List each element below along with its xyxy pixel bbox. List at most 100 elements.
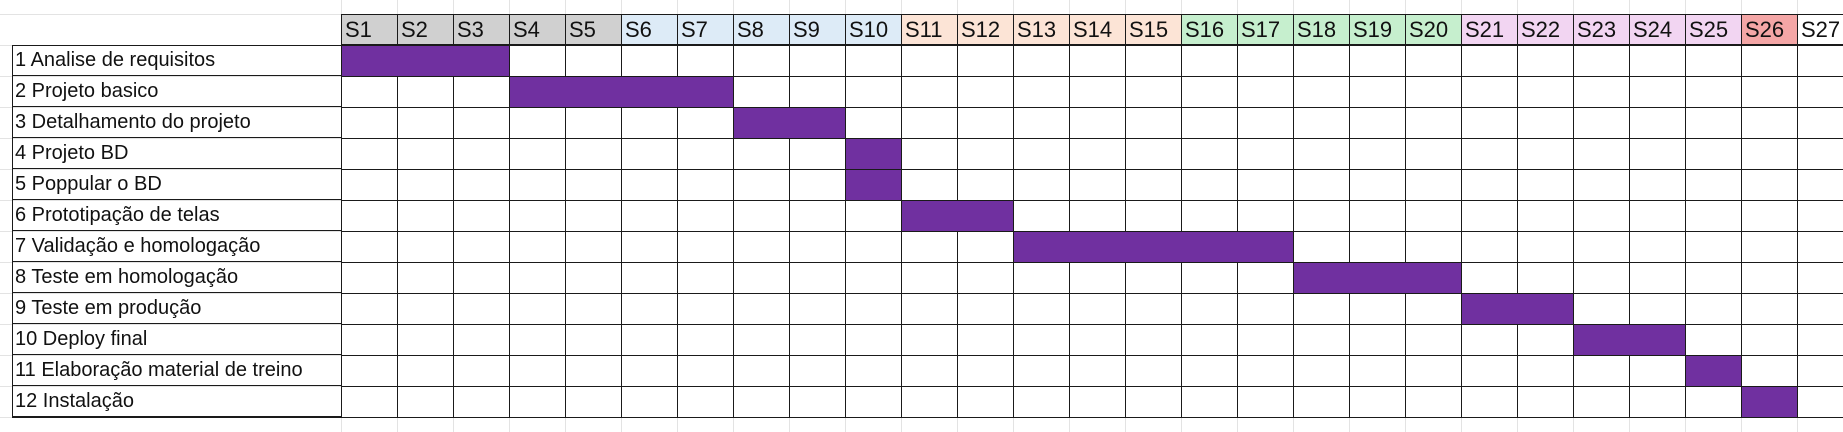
schedule-cell[interactable] [453, 262, 510, 294]
schedule-cell[interactable] [1573, 45, 1630, 77]
schedule-cell[interactable] [1293, 169, 1350, 201]
schedule-cell[interactable] [565, 355, 622, 387]
week-header[interactable]: S17 [1237, 14, 1294, 45]
schedule-cell[interactable] [1573, 293, 1630, 325]
schedule-cell[interactable] [341, 293, 398, 325]
task-label[interactable]: 12 Instalação [12, 386, 341, 417]
schedule-cell[interactable] [1629, 138, 1686, 170]
schedule-cell[interactable] [341, 355, 398, 387]
schedule-cell[interactable] [453, 200, 510, 232]
schedule-cell[interactable] [1405, 169, 1462, 201]
schedule-cell[interactable] [1685, 262, 1742, 294]
schedule-cell[interactable] [1013, 293, 1070, 325]
schedule-cell[interactable] [1573, 76, 1630, 108]
schedule-cell[interactable] [1405, 355, 1462, 387]
schedule-cell[interactable] [453, 355, 510, 387]
schedule-cell[interactable] [1069, 169, 1126, 201]
schedule-cell[interactable] [1797, 107, 1843, 139]
schedule-cell[interactable] [1181, 169, 1238, 201]
schedule-cell[interactable] [1293, 200, 1350, 232]
schedule-cell[interactable] [733, 386, 790, 418]
week-header[interactable]: S8 [733, 14, 790, 45]
schedule-cell[interactable] [341, 324, 398, 356]
schedule-cell[interactable] [1517, 138, 1574, 170]
schedule-cell[interactable] [509, 200, 566, 232]
schedule-cell[interactable] [1349, 169, 1406, 201]
schedule-cell[interactable] [1741, 324, 1798, 356]
schedule-cell[interactable] [845, 231, 902, 263]
schedule-cell[interactable] [1181, 262, 1238, 294]
week-header[interactable]: S5 [565, 14, 622, 45]
schedule-cell[interactable] [1069, 200, 1126, 232]
schedule-cell[interactable] [1405, 45, 1462, 77]
schedule-cell[interactable] [453, 76, 510, 108]
schedule-cell[interactable] [1125, 324, 1182, 356]
schedule-cell[interactable] [509, 107, 566, 139]
week-header[interactable]: S27 [1797, 14, 1843, 45]
schedule-cell[interactable] [1293, 386, 1350, 418]
schedule-cell[interactable] [1685, 200, 1742, 232]
schedule-cell[interactable] [901, 138, 958, 170]
schedule-cell[interactable] [621, 231, 678, 263]
schedule-cell[interactable] [453, 386, 510, 418]
schedule-cell[interactable] [1405, 138, 1462, 170]
schedule-cell[interactable] [957, 107, 1014, 139]
schedule-cell[interactable] [1293, 355, 1350, 387]
schedule-cell[interactable] [1461, 200, 1518, 232]
schedule-cell[interactable] [1069, 76, 1126, 108]
schedule-cell[interactable] [565, 324, 622, 356]
schedule-cell[interactable] [901, 293, 958, 325]
schedule-cell[interactable] [1517, 76, 1574, 108]
task-label[interactable]: 8 Teste em homologação [12, 262, 341, 293]
schedule-cell[interactable] [1629, 293, 1686, 325]
schedule-cell[interactable] [341, 386, 398, 418]
schedule-cell[interactable] [621, 45, 678, 77]
schedule-cell[interactable] [621, 138, 678, 170]
schedule-cell[interactable] [1629, 45, 1686, 77]
schedule-cell[interactable] [1461, 107, 1518, 139]
schedule-cell[interactable] [1517, 355, 1574, 387]
schedule-cell[interactable] [789, 324, 846, 356]
schedule-cell[interactable] [1069, 262, 1126, 294]
schedule-cell[interactable] [397, 262, 454, 294]
schedule-cell[interactable] [1013, 76, 1070, 108]
schedule-cell[interactable] [1069, 107, 1126, 139]
schedule-cell[interactable] [341, 138, 398, 170]
schedule-cell[interactable] [621, 200, 678, 232]
schedule-cell[interactable] [1517, 324, 1574, 356]
schedule-cell[interactable] [509, 293, 566, 325]
week-header[interactable]: S20 [1405, 14, 1462, 45]
schedule-cell[interactable] [1741, 200, 1798, 232]
schedule-cell[interactable] [957, 355, 1014, 387]
task-label[interactable]: 5 Poppular o BD [12, 169, 341, 200]
schedule-cell[interactable] [453, 293, 510, 325]
schedule-cell[interactable] [1405, 107, 1462, 139]
schedule-cell[interactable] [1741, 293, 1798, 325]
schedule-cell[interactable] [1797, 138, 1843, 170]
schedule-cell[interactable] [733, 200, 790, 232]
task-label[interactable]: 3 Detalhamento do projeto [12, 107, 341, 138]
schedule-cell[interactable] [1013, 200, 1070, 232]
schedule-cell[interactable] [677, 324, 734, 356]
schedule-cell[interactable] [1237, 45, 1294, 77]
schedule-cell[interactable] [1573, 200, 1630, 232]
schedule-cell[interactable] [509, 169, 566, 201]
schedule-cell[interactable] [677, 107, 734, 139]
schedule-cell[interactable] [845, 324, 902, 356]
schedule-cell[interactable] [1069, 138, 1126, 170]
schedule-cell[interactable] [1237, 169, 1294, 201]
schedule-cell[interactable] [1741, 355, 1798, 387]
schedule-cell[interactable] [957, 45, 1014, 77]
schedule-cell[interactable] [1125, 45, 1182, 77]
schedule-cell[interactable] [901, 76, 958, 108]
schedule-cell[interactable] [957, 386, 1014, 418]
schedule-cell[interactable] [1517, 45, 1574, 77]
schedule-cell[interactable] [1629, 169, 1686, 201]
schedule-cell[interactable] [1797, 169, 1843, 201]
schedule-cell[interactable] [1349, 324, 1406, 356]
schedule-cell[interactable] [957, 138, 1014, 170]
schedule-cell[interactable] [397, 231, 454, 263]
schedule-cell[interactable] [1181, 293, 1238, 325]
schedule-cell[interactable] [1013, 107, 1070, 139]
week-header[interactable]: S24 [1629, 14, 1686, 45]
